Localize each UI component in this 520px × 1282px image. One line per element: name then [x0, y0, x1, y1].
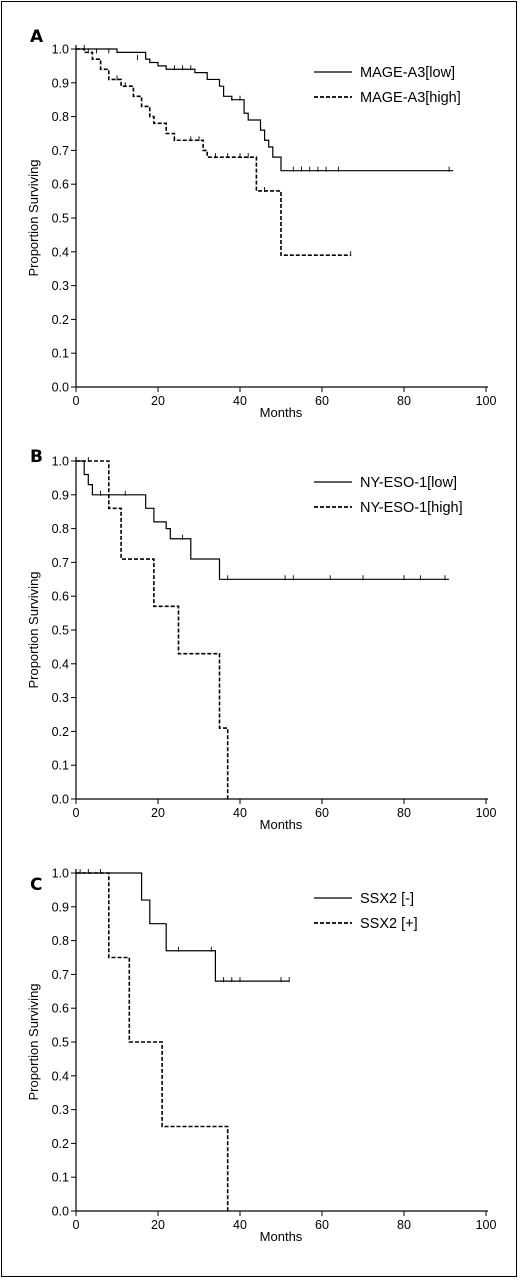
y-tick-label: 0.0 [52, 381, 69, 395]
x-tick-label: 80 [397, 1218, 411, 1232]
y-tick-label: 0.8 [52, 110, 69, 124]
y-tick-label: 0.5 [52, 212, 69, 226]
x-tick-label: 100 [476, 1218, 497, 1232]
x-tick-label: 40 [233, 394, 247, 408]
y-tick-label: 0.8 [52, 934, 69, 948]
y-tick-label: 0.7 [52, 556, 69, 570]
y-tick-label: 0.6 [52, 1002, 69, 1016]
y-tick-label: 0.9 [52, 488, 69, 502]
panel-letter: A [30, 27, 44, 47]
x-tick-label: 20 [151, 806, 165, 820]
y-tick-label: 0.3 [52, 279, 69, 293]
x-tick-label: 80 [397, 394, 411, 408]
y-tick-label: 0.3 [52, 1103, 69, 1117]
x-tick-label: 0 [73, 1218, 80, 1232]
legend-label-0: MAGE-A3[low] [360, 65, 455, 81]
y-tick-label: 0.2 [52, 1137, 69, 1151]
y-axis-title: Proportion Surviving [26, 159, 41, 276]
x-tick-label: 0 [73, 806, 80, 820]
x-tick-label: 40 [233, 1218, 247, 1232]
x-tick-label: 60 [315, 1218, 329, 1232]
series-line-0 [76, 460, 450, 580]
y-tick-label: 0.3 [52, 691, 69, 705]
y-tick-label: 1.0 [52, 43, 69, 57]
y-tick-label: 0.6 [52, 590, 69, 604]
series-line-0 [76, 872, 290, 982]
y-tick-label: 0.2 [52, 313, 69, 327]
x-tick-label: 20 [151, 1218, 165, 1232]
legend-label-1: NY-ESO-1[high] [360, 500, 463, 516]
panel-letter: B [30, 447, 43, 467]
y-tick-label: 0.7 [52, 968, 69, 982]
x-tick-label: 20 [151, 394, 165, 408]
series-line-1 [76, 460, 229, 799]
y-tick-label: 0.5 [52, 624, 69, 638]
y-tick-label: 0.7 [52, 144, 69, 158]
legend-label-1: MAGE-A3[high] [360, 90, 461, 106]
y-tick-label: 0.6 [52, 178, 69, 192]
y-tick-label: 0.0 [52, 793, 69, 807]
y-axis-title: Proportion Surviving [26, 983, 41, 1100]
y-tick-label: 0.1 [52, 759, 69, 773]
y-tick-label: 0.9 [52, 900, 69, 914]
x-tick-label: 40 [233, 806, 247, 820]
y-axis-title: Proportion Surviving [26, 571, 41, 688]
y-tick-label: 0.1 [52, 347, 69, 361]
x-axis-title: Months [260, 1229, 303, 1244]
y-tick-label: 0.8 [52, 522, 69, 536]
panel-a: A 0.0 0.1 0.2 0.3 0.4 0.5 0.6 0.7 0.8 0.9 1.0 0 20 40 6… [26, 27, 496, 420]
panel-b: B 0.0 0.1 0.2 0.3 0.4 0.5 0.6 0.7 0.8 0.9 1.0 0 20 40 6… [26, 447, 496, 832]
x-tick-label: 60 [315, 806, 329, 820]
y-tick-label: 0.4 [52, 1069, 69, 1083]
series-line-0 [76, 48, 454, 172]
x-tick-label: 60 [315, 394, 329, 408]
x-tick-label: 100 [476, 806, 497, 820]
y-tick-label: 0.1 [52, 1171, 69, 1185]
y-tick-label: 0.4 [52, 657, 69, 671]
x-tick-label: 0 [73, 394, 80, 408]
legend-label-0: NY-ESO-1[low] [360, 475, 457, 491]
y-tick-label: 0.9 [52, 76, 69, 90]
legend-label-0: SSX2 [-] [360, 891, 414, 907]
y-tick-label: 0.2 [52, 725, 69, 739]
series-line-1 [76, 872, 229, 1211]
x-tick-label: 80 [397, 806, 411, 820]
legend-label-1: SSX2 [+] [360, 916, 418, 932]
y-tick-label: 1.0 [52, 455, 69, 469]
y-tick-label: 0.0 [52, 1205, 69, 1219]
panel-letter: C [30, 875, 42, 895]
series-line-1 [76, 48, 351, 256]
y-tick-label: 0.5 [52, 1036, 69, 1050]
y-tick-label: 0.4 [52, 245, 69, 259]
x-axis-title: Months [260, 817, 303, 832]
panel-c: C 0.0 0.1 0.2 0.3 0.4 0.5 0.6 0.7 0.8 0.9 1.0 0 20 40 6… [26, 867, 496, 1245]
x-tick-label: 100 [476, 394, 497, 408]
x-axis-title: Months [260, 405, 303, 420]
y-tick-label: 1.0 [52, 867, 69, 881]
